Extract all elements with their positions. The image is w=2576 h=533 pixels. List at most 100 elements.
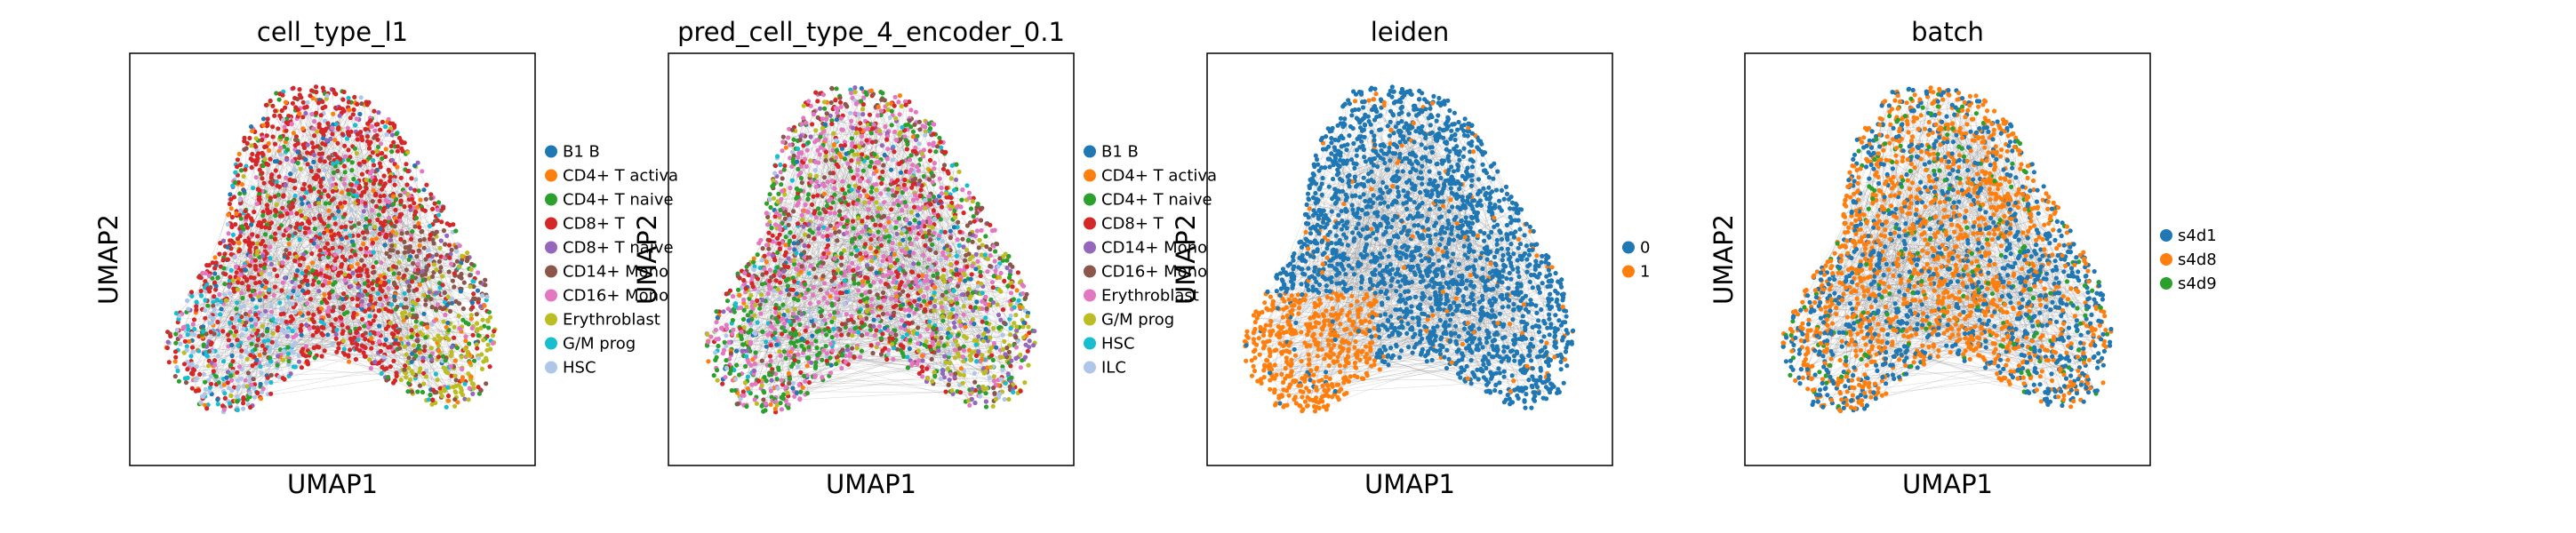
data-point	[966, 237, 972, 243]
data-point	[190, 367, 196, 372]
data-point	[915, 163, 920, 170]
data-point	[912, 122, 917, 127]
data-point	[972, 379, 978, 385]
data-point	[430, 387, 436, 393]
data-point	[907, 157, 913, 163]
data-point	[388, 234, 394, 239]
data-point	[402, 290, 407, 296]
data-point	[283, 99, 289, 105]
data-point	[445, 320, 451, 325]
data-point	[378, 179, 383, 184]
data-point	[275, 273, 280, 279]
data-point	[354, 116, 359, 122]
data-point	[306, 265, 311, 270]
data-point	[332, 266, 337, 271]
data-point	[790, 275, 796, 281]
data-point	[316, 122, 322, 127]
data-point	[828, 294, 833, 299]
data-point	[834, 362, 839, 367]
data-point	[376, 212, 381, 218]
data-point	[227, 201, 232, 207]
data-point	[378, 274, 383, 279]
data-point	[237, 197, 243, 203]
data-point	[868, 131, 874, 136]
data-point	[255, 241, 260, 246]
data-point	[846, 297, 852, 302]
data-point	[284, 248, 289, 253]
data-point	[751, 368, 757, 373]
data-point	[424, 355, 429, 362]
data-point	[757, 306, 763, 311]
data-point	[822, 106, 828, 111]
data-point	[287, 251, 292, 256]
data-point	[782, 216, 788, 221]
data-point	[474, 342, 479, 347]
data-point	[900, 351, 905, 356]
data-point	[332, 280, 338, 285]
data-point	[309, 88, 315, 93]
data-point	[415, 267, 421, 273]
data-point	[423, 298, 428, 303]
data-point	[904, 331, 910, 338]
data-point	[705, 343, 710, 348]
data-point	[402, 344, 407, 349]
data-point	[743, 286, 748, 291]
data-point	[1031, 343, 1036, 348]
data-point	[1021, 320, 1027, 325]
data-point	[795, 338, 800, 344]
data-point	[394, 373, 399, 378]
data-point	[958, 204, 964, 210]
data-point	[968, 305, 973, 310]
data-point	[212, 280, 218, 285]
data-point	[228, 251, 234, 257]
data-point	[859, 85, 864, 91]
data-point	[824, 203, 830, 209]
data-point	[764, 339, 769, 345]
data-point	[355, 342, 360, 347]
data-point	[970, 254, 975, 259]
data-point	[282, 275, 288, 281]
data-point	[899, 159, 904, 165]
data-point	[331, 305, 336, 310]
data-point	[406, 288, 412, 293]
data-point	[432, 337, 437, 342]
data-point	[808, 134, 813, 139]
data-point	[889, 271, 894, 276]
data-point	[255, 234, 260, 239]
data-point	[258, 290, 263, 296]
data-point	[373, 203, 380, 209]
data-point	[749, 382, 755, 387]
data-point	[892, 251, 897, 257]
data-point	[848, 169, 854, 174]
data-point	[839, 366, 844, 371]
data-point	[940, 238, 946, 243]
data-point	[814, 345, 820, 351]
data-point	[988, 247, 993, 252]
data-point	[1005, 371, 1011, 377]
legend-marker	[545, 361, 557, 374]
data-point	[878, 243, 884, 248]
data-point	[341, 311, 347, 316]
data-point	[261, 180, 267, 186]
data-point	[846, 184, 852, 189]
data-point	[899, 297, 904, 302]
data-point	[1008, 326, 1013, 331]
data-point	[768, 358, 773, 363]
data-point	[807, 172, 813, 178]
data-point	[821, 191, 828, 196]
data-point	[853, 253, 860, 259]
data-point	[740, 348, 745, 354]
data-point	[463, 320, 468, 325]
data-point	[333, 316, 339, 322]
data-point	[881, 163, 886, 168]
data-point	[433, 219, 438, 224]
data-point	[389, 157, 396, 163]
data-point	[426, 247, 431, 253]
data-point	[306, 311, 311, 316]
data-point	[172, 374, 178, 379]
data-point	[220, 258, 226, 263]
data-point	[799, 336, 805, 341]
data-point	[963, 324, 968, 330]
data-point	[299, 322, 304, 328]
data-point	[223, 272, 228, 277]
